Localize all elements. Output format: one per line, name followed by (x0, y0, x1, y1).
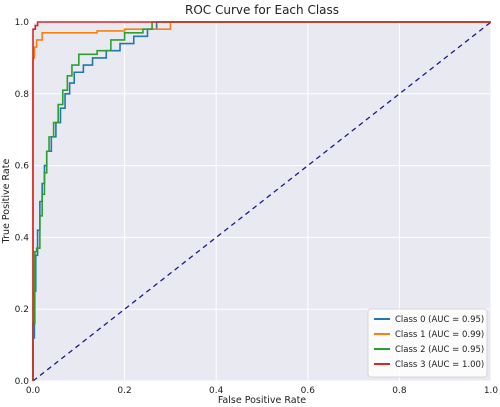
series-lines (32, 21, 492, 382)
x-tick-label: 0.4 (209, 386, 224, 396)
x-tick-label: 0.2 (117, 386, 131, 396)
y-tick-label: 0.0 (15, 377, 30, 387)
chance-diagonal-line (32, 21, 492, 382)
x-tick-label: 1.0 (484, 386, 499, 396)
series-line-class-0 (32, 21, 491, 381)
legend-label: Class 1 (AUC = 0.99) (395, 330, 484, 340)
y-tick-label: 1.0 (15, 18, 30, 28)
legend-label: Class 2 (AUC = 0.95) (395, 345, 484, 355)
y-axis-title: True Positive Rate (1, 159, 12, 245)
x-tick-label: 0.6 (301, 386, 316, 396)
y-axis-ticks: 0.0 0.2 0.4 0.6 0.8 1.0 (15, 18, 30, 387)
y-tick-label: 0.4 (15, 233, 30, 243)
grid (32, 21, 492, 382)
legend-box (367, 308, 488, 378)
series-line-class-1 (32, 21, 491, 381)
y-tick-label: 0.8 (15, 90, 30, 100)
x-tick-label: 0.0 (26, 386, 41, 396)
x-axis-ticks: 0.0 0.2 0.4 0.6 0.8 1.0 (26, 386, 499, 396)
legend: Class 0 (AUC = 0.95) Class 1 (AUC = 0.99)… (367, 308, 488, 378)
series-line-class-3 (32, 21, 491, 381)
x-tick-label: 0.8 (392, 386, 407, 396)
legend-label: Class 3 (AUC = 1.00) (395, 360, 484, 370)
y-tick-label: 0.6 (15, 162, 30, 172)
series-line-class-2 (32, 21, 491, 381)
x-axis-title: False Positive Rate (218, 395, 306, 406)
chart-title: ROC Curve for Each Class (185, 3, 339, 17)
y-tick-label: 0.2 (15, 305, 29, 315)
legend-label: Class 0 (AUC = 0.95) (395, 315, 484, 325)
